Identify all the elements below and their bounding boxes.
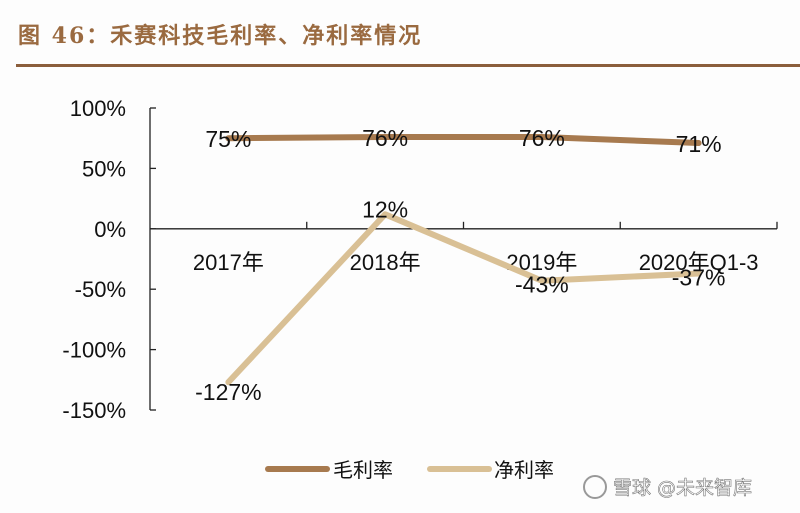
x-tick-label: 2017年 [193,250,264,275]
y-tick-label: 50% [82,156,126,181]
legend: 毛利率 净利率 [265,458,554,482]
x-tick-label: 2018年 [350,250,421,275]
series-lines [225,133,702,386]
snowball-logo-icon [583,475,607,499]
y-tick-label: -100% [62,338,126,363]
y-tick-label: 100% [70,96,126,121]
data-labels: 75% 76% 76% 71% -127% 12% -43% -37% [195,125,725,405]
legend-label-net-margin: 净利率 [494,458,554,482]
data-label: -37% [672,264,726,290]
title-divider [16,64,800,67]
legend-label-gross-margin: 毛利率 [333,458,393,482]
data-label: 76% [362,125,408,151]
watermark: 雪球 @未来智库 [583,475,752,499]
y-tick-label: 0% [94,217,126,242]
data-label: 75% [205,126,251,152]
data-label: 12% [362,196,408,222]
watermark-text: 雪球 @未来智库 [613,477,752,499]
y-tick-label: -150% [62,398,126,423]
y-tick-label: -50% [75,277,126,302]
data-label: -127% [195,379,261,405]
series-line-gross-margin [225,133,702,147]
data-label: -43% [515,272,569,298]
y-axis: 100% 50% 0% -50% -100% -150% [62,96,156,423]
data-label: 71% [676,131,722,157]
data-label: 76% [519,125,565,151]
chart-title: 图 46：禾赛科技毛利率、净利率情况 [18,23,423,49]
series-line-net-margin [225,211,702,386]
